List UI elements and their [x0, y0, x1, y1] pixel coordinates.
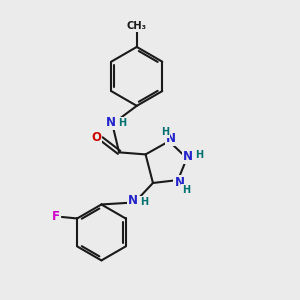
Text: N: N	[183, 150, 193, 163]
Text: H: H	[182, 185, 190, 195]
Text: N: N	[166, 132, 176, 145]
Text: H: H	[118, 118, 126, 128]
Text: N: N	[106, 116, 116, 129]
Text: F: F	[52, 211, 60, 224]
Text: N: N	[128, 194, 138, 207]
Text: H: H	[140, 197, 148, 207]
Text: CH₃: CH₃	[127, 21, 147, 31]
Text: O: O	[91, 131, 101, 144]
Text: H: H	[195, 150, 203, 160]
Text: H: H	[161, 127, 169, 137]
Text: N: N	[174, 176, 184, 189]
